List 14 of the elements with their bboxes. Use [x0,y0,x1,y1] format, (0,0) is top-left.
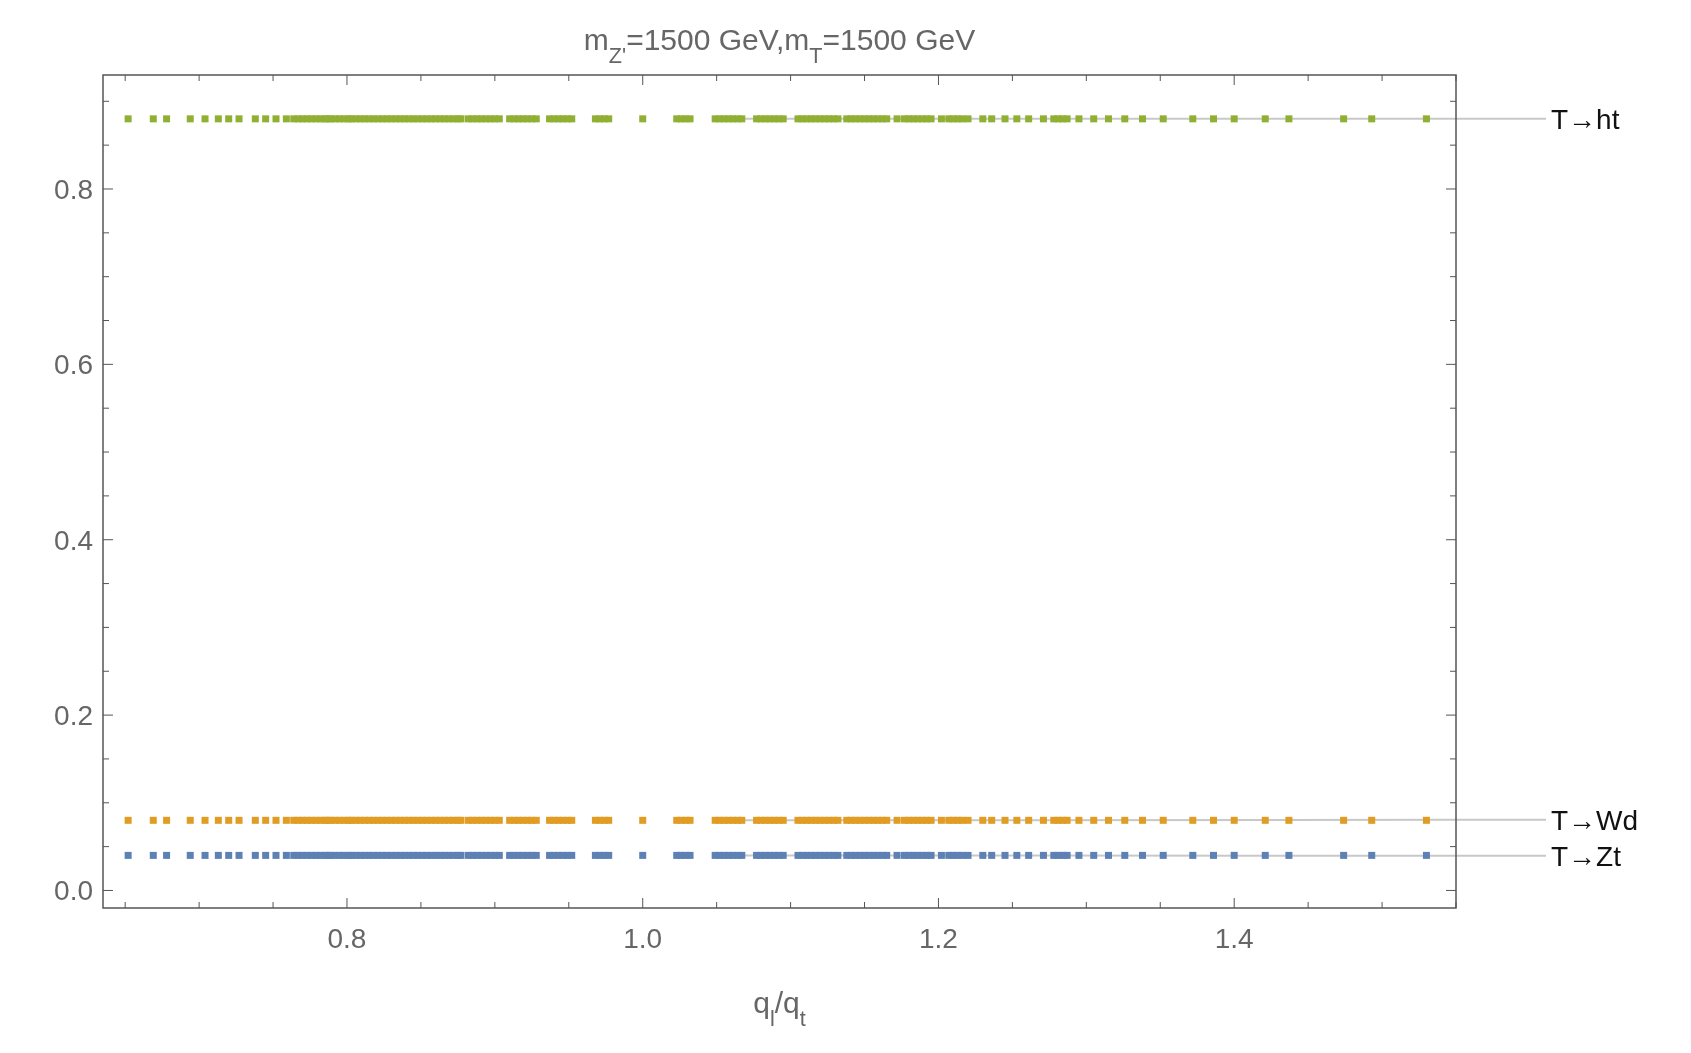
text: T→Wd [1551,804,1639,836]
y-tick-label: 0.8 [54,173,93,205]
x-axis-title: q$_{l}$/q$_{t}$ [753,986,806,1031]
y-tick-label: 0.6 [54,349,93,381]
y-tick-label: 0.4 [54,524,93,556]
chart-title: m$_{Z'}$=1500 GeV,m$_{T}$=1500 GeV [583,23,976,68]
y-tick-label: 0.2 [54,699,93,731]
text: T→ht [1551,103,1620,135]
x-tick-label: 0.8 [327,923,367,954]
x-tick-label: 1.2 [918,923,958,954]
x-tick-label: 1.4 [1214,923,1254,954]
x-tick-label: 1.0 [623,923,663,954]
y-tick-label: 0.0 [54,875,93,907]
text: T→Zt [1551,840,1622,872]
